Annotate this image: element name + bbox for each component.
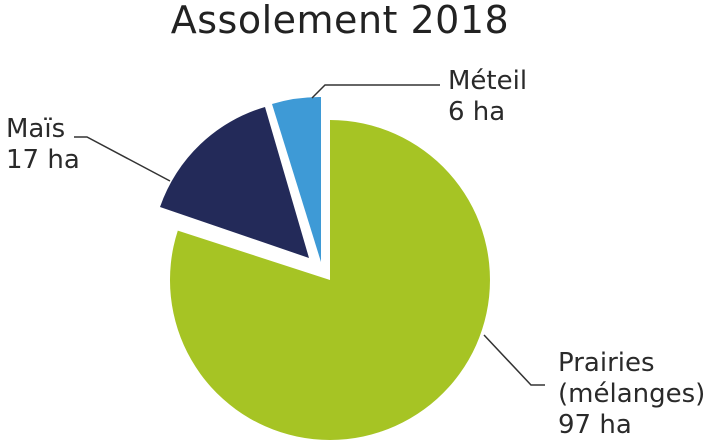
slice-prairies	[169, 120, 490, 440]
label-mais: Maïs 17 ha	[6, 114, 80, 176]
slice-mais	[160, 107, 309, 258]
slice-meteil	[272, 96, 321, 262]
label-mais-name: Maïs	[6, 114, 66, 144]
label-prairies-value: 97 ha	[558, 410, 632, 440]
label-prairies: Prairies (mélanges) 97 ha	[558, 348, 705, 441]
label-meteil-value: 6 ha	[448, 97, 506, 127]
label-mais-value: 17 ha	[6, 145, 80, 175]
label-meteil: Méteil 6 ha	[448, 66, 527, 128]
leader-line-meteil	[311, 84, 440, 99]
label-meteil-name: Méteil	[448, 66, 528, 96]
leader-line-mais	[74, 136, 171, 182]
label-prairies-sub: (mélanges)	[558, 379, 706, 409]
leader-line-prairies	[483, 334, 545, 386]
label-prairies-name: Prairies	[558, 348, 655, 378]
chart-title: Assolement 2018	[170, 0, 510, 42]
